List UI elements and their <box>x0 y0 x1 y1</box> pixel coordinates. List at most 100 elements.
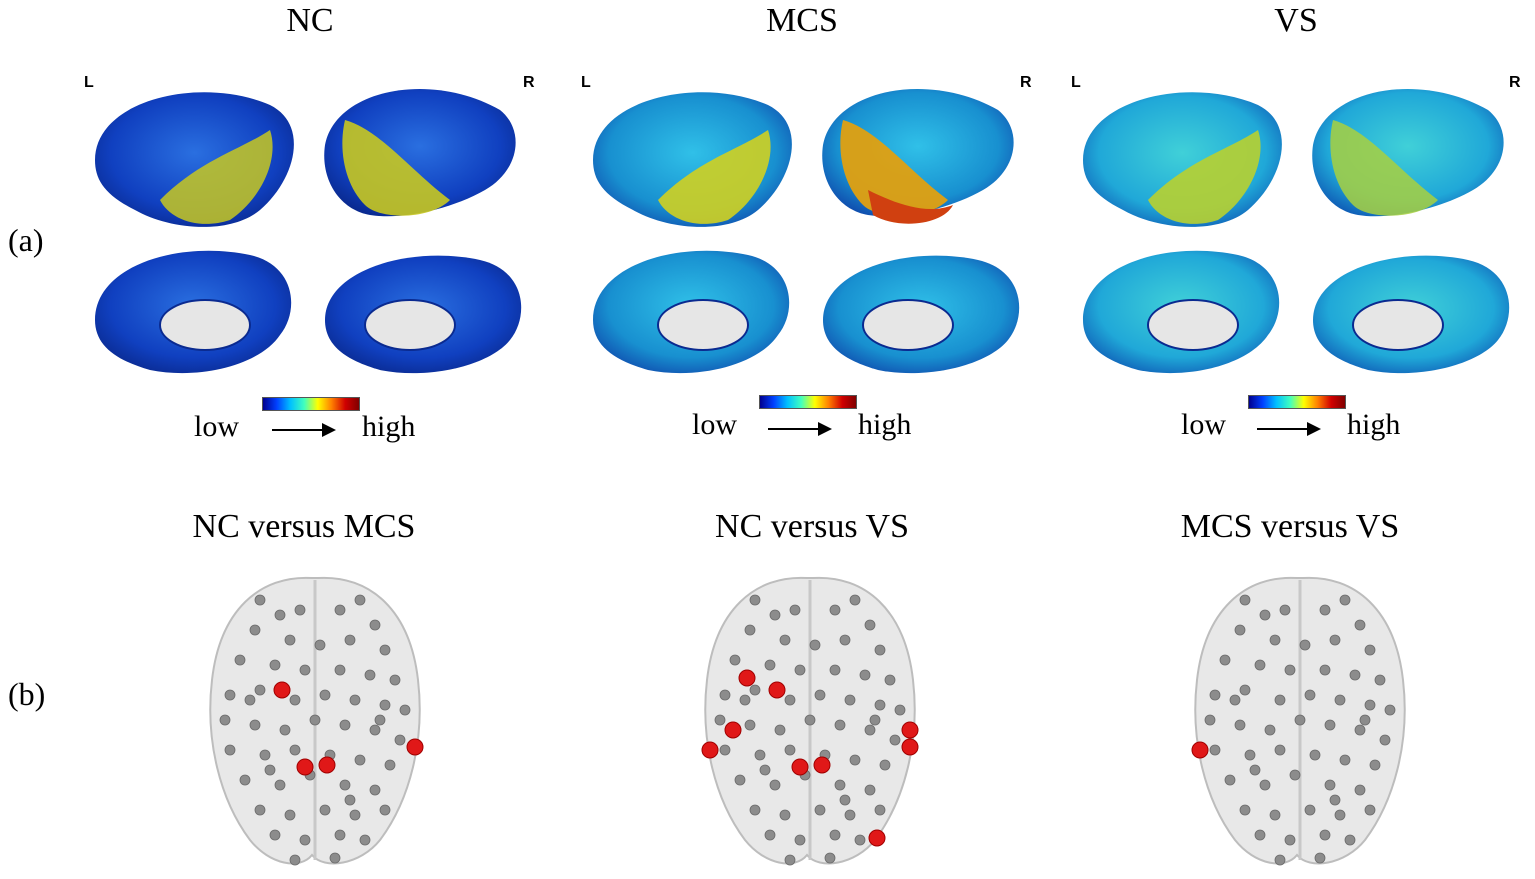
brain-node <box>284 809 296 821</box>
significant-brain-node <box>813 756 831 774</box>
brain-node <box>224 744 236 756</box>
mcs-left-hemisphere-label: L <box>581 74 591 91</box>
brain-node <box>254 804 266 816</box>
brain-node <box>844 809 856 821</box>
brain-node <box>1384 704 1396 716</box>
brain-node <box>314 639 326 651</box>
brain-node <box>264 764 276 776</box>
brain-node <box>739 694 751 706</box>
brain-node <box>369 784 381 796</box>
brain-node <box>879 759 891 771</box>
nc-low-label: low <box>194 410 239 443</box>
vs-left-hemisphere-label: L <box>1071 74 1081 91</box>
brain-node <box>359 834 371 846</box>
panel-b-label: (b) <box>8 676 46 712</box>
mcs-colorbar <box>759 395 857 409</box>
brain-node <box>1234 624 1246 636</box>
mcs-cortical-surface-maps <box>593 88 1020 374</box>
brain-node <box>749 594 761 606</box>
brain-node <box>289 694 301 706</box>
brain-node <box>1299 639 1311 651</box>
brain-node <box>1339 594 1351 606</box>
brain-node <box>794 834 806 846</box>
brain-node <box>1279 604 1291 616</box>
brain-node <box>1219 654 1231 666</box>
brain-node <box>299 834 311 846</box>
comparison-title-nc-mcs: NC versus MCS <box>192 508 416 545</box>
nc-high-label: high <box>362 410 416 443</box>
comparison-title-mcs-vs: MCS versus VS <box>1180 508 1400 545</box>
brain-node <box>774 724 786 736</box>
brain-node <box>339 779 351 791</box>
brain-node <box>884 674 896 686</box>
brain-node <box>1269 809 1281 821</box>
brain-node <box>399 704 411 716</box>
brain-node <box>744 624 756 636</box>
nc-arrow-icon <box>272 423 336 437</box>
brain-node <box>289 854 301 866</box>
brain-node <box>1239 684 1251 696</box>
brain-node <box>339 719 351 731</box>
brain-node <box>1204 714 1216 726</box>
brain-node <box>829 664 841 676</box>
brain-node <box>1319 829 1331 841</box>
brain-node <box>864 619 876 631</box>
brain-node <box>389 674 401 686</box>
nc-left-hemisphere-label: L <box>84 74 94 91</box>
brain-node <box>874 804 886 816</box>
brain-node <box>1224 774 1236 786</box>
brain-node <box>1339 754 1351 766</box>
brain-node <box>784 694 796 706</box>
brain-node <box>349 809 361 821</box>
brain-node <box>289 744 301 756</box>
brain-node <box>1379 734 1391 746</box>
brain-node <box>309 714 321 726</box>
nc-colorbar <box>262 397 360 411</box>
brain-node <box>254 684 266 696</box>
brain-node <box>719 744 731 756</box>
brain-node <box>1364 804 1376 816</box>
mcs-arrow-icon <box>768 422 832 436</box>
brain-node <box>354 594 366 606</box>
brain-node <box>249 719 261 731</box>
brain-node <box>369 619 381 631</box>
brain-node <box>1309 749 1321 761</box>
significant-brain-node <box>1191 741 1209 759</box>
brain-node <box>334 664 346 676</box>
brain-node <box>294 604 306 616</box>
brain-node <box>1364 699 1376 711</box>
brain-node <box>344 634 356 646</box>
brain-node <box>234 654 246 666</box>
brain-node <box>789 604 801 616</box>
brain-node <box>269 659 281 671</box>
group-title-nc: NC <box>286 2 334 39</box>
brain-node <box>299 664 311 676</box>
vs-arrow-icon <box>1257 422 1321 436</box>
brain-node <box>809 639 821 651</box>
brain-node <box>1254 829 1266 841</box>
brain-node <box>274 609 286 621</box>
brain-node <box>1289 769 1301 781</box>
brain-node <box>344 794 356 806</box>
brain-node <box>1229 694 1241 706</box>
brain-node <box>784 854 796 866</box>
brain-node <box>1234 719 1246 731</box>
brain-node <box>1334 809 1346 821</box>
glass-brain-nc-vs-mcs <box>209 576 424 866</box>
brain-node <box>1354 619 1366 631</box>
vs-high-label: high <box>1347 408 1401 441</box>
significant-brain-node <box>273 681 291 699</box>
brain-node <box>814 804 826 816</box>
brain-node <box>1374 674 1386 686</box>
brain-node <box>894 704 906 716</box>
brain-node <box>269 829 281 841</box>
brain-node <box>274 779 286 791</box>
brain-node <box>804 714 816 726</box>
brain-node <box>759 764 771 776</box>
significant-brain-node <box>901 721 919 739</box>
brain-node <box>1254 659 1266 671</box>
brain-node <box>1209 744 1221 756</box>
brain-node <box>1239 804 1251 816</box>
mcs-low-label: low <box>692 408 737 441</box>
brain-node <box>1329 794 1341 806</box>
